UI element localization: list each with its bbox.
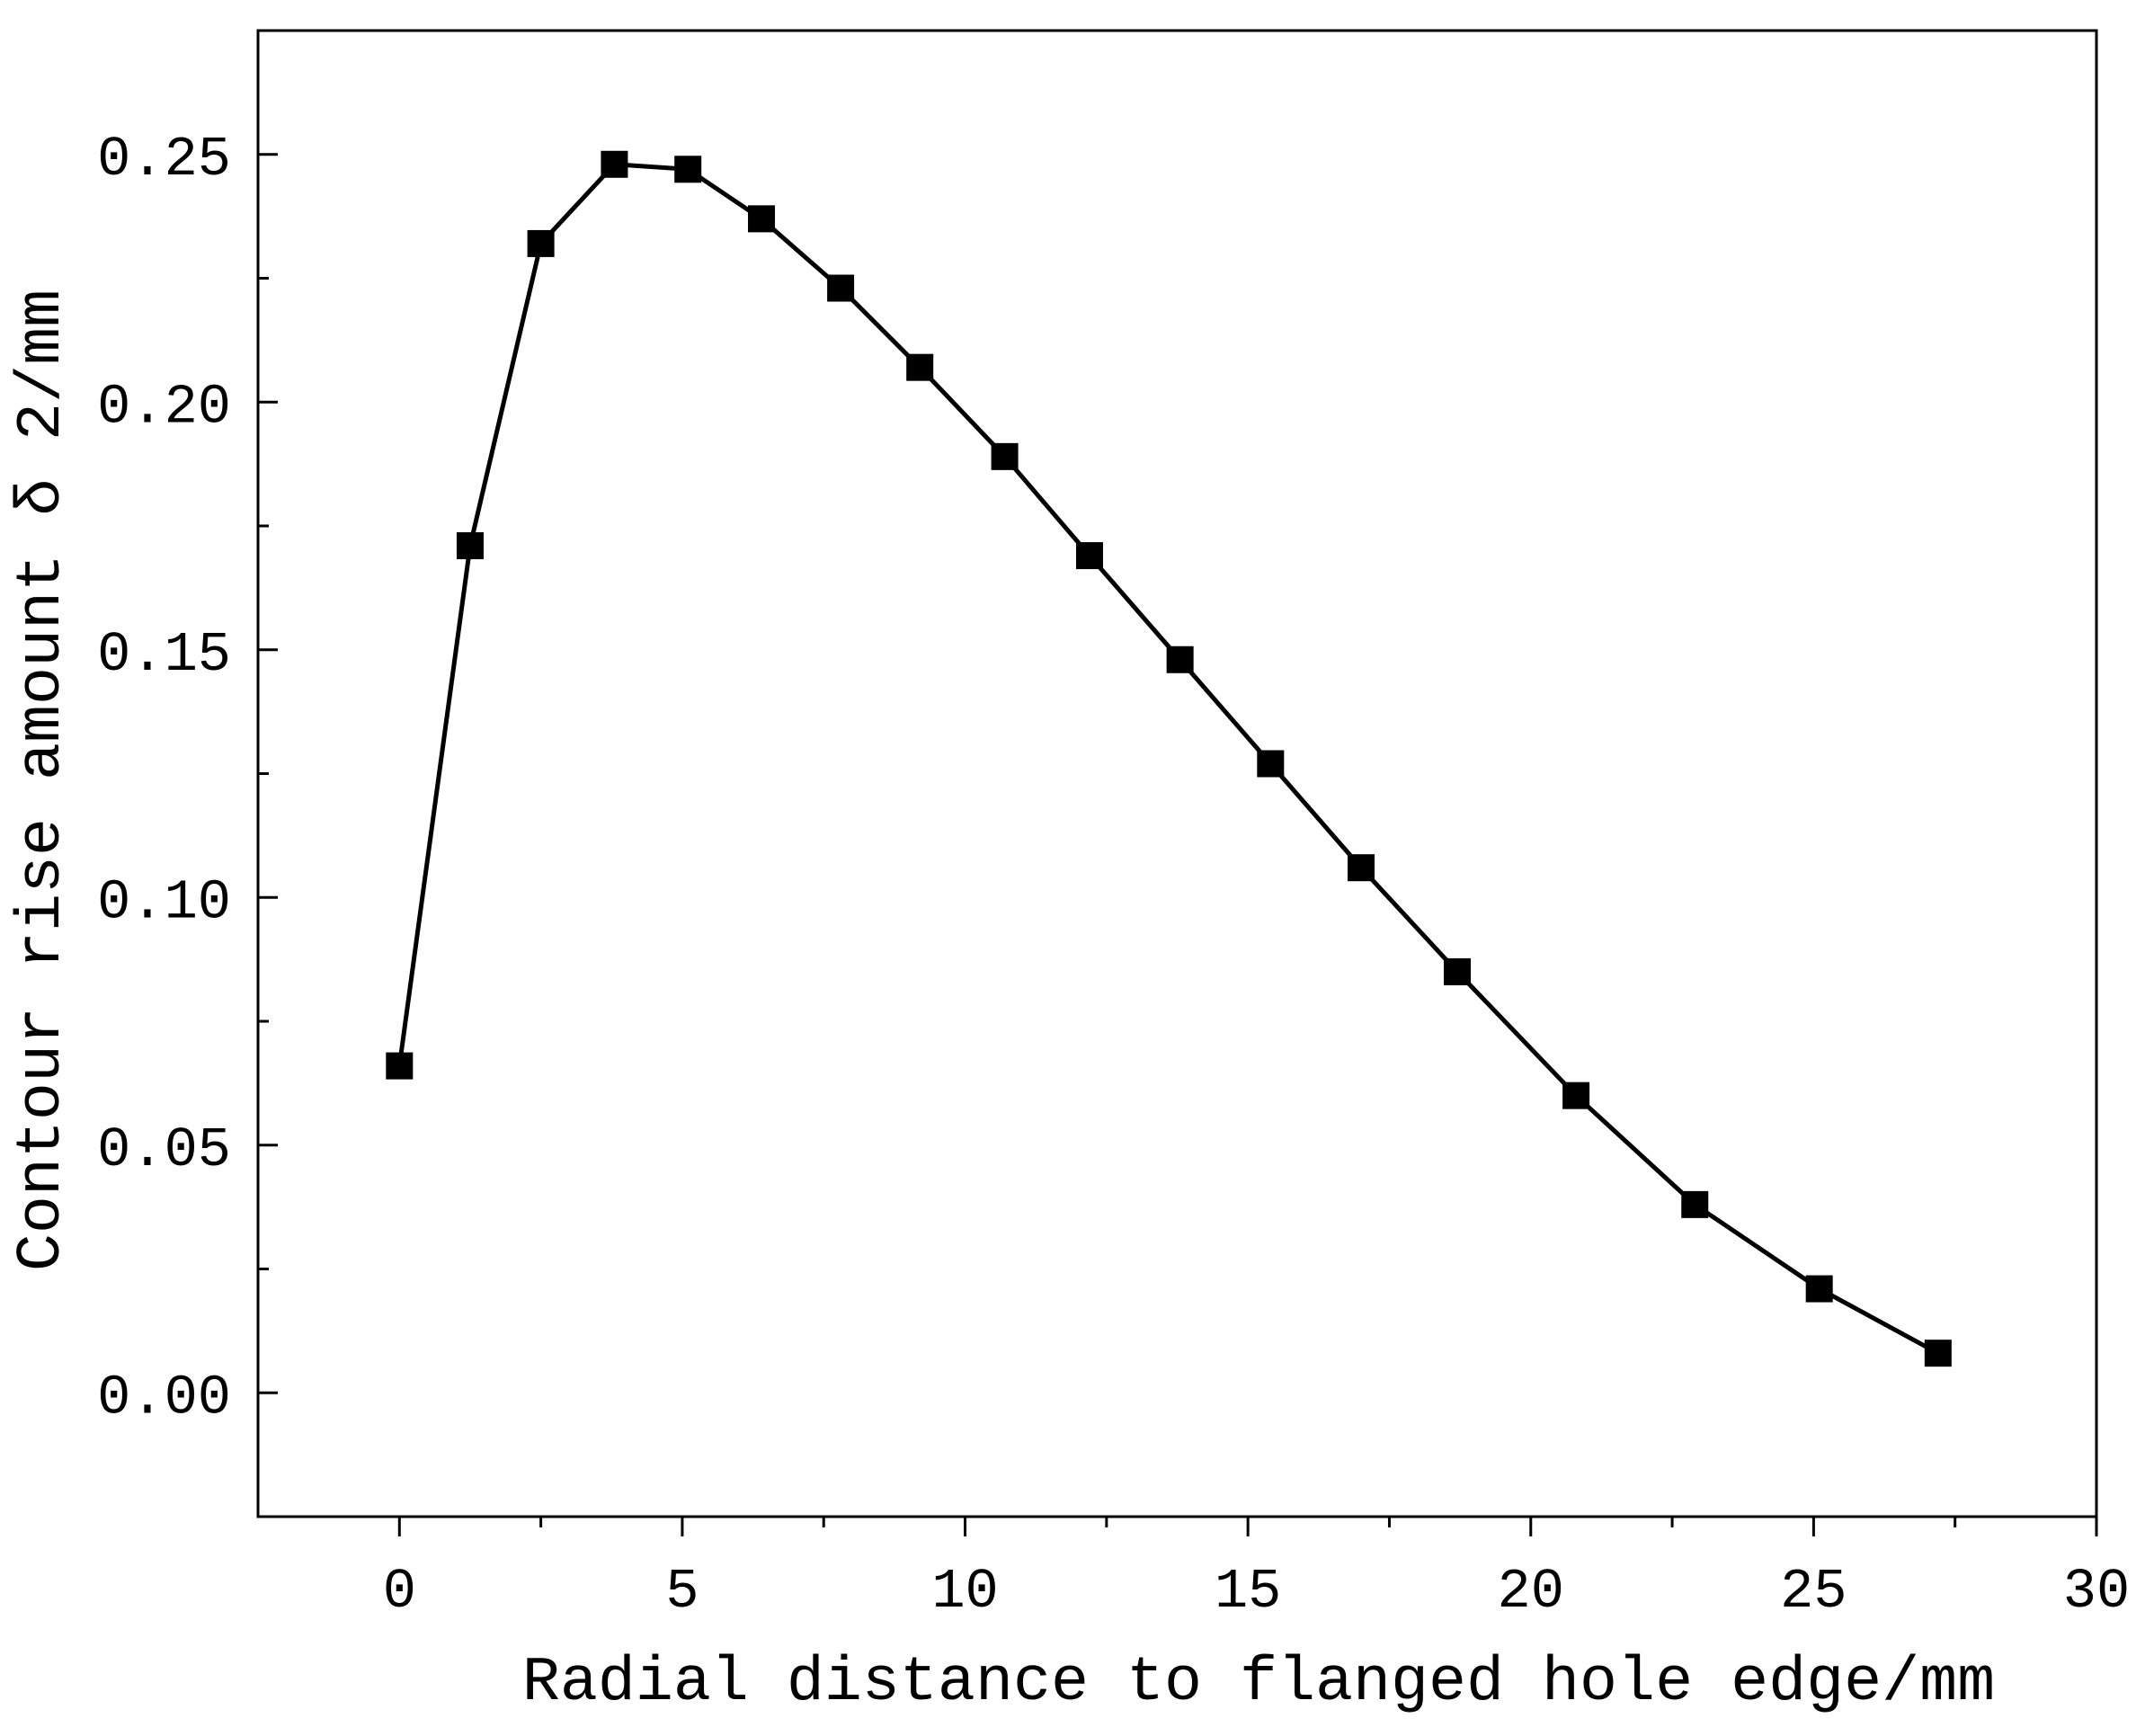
y-tick-label: 0.00 <box>97 1366 231 1429</box>
y-tick-label: 0.20 <box>97 375 231 439</box>
y-tick-label: 0.25 <box>97 128 231 191</box>
data-point-marker <box>674 156 702 183</box>
y-tick-label: 0.10 <box>97 870 231 934</box>
data-point-marker <box>1924 1340 1952 1367</box>
data-point-marker <box>991 442 1019 470</box>
x-tick-label: 30 <box>2063 1560 2130 1624</box>
data-point-marker <box>386 1052 414 1080</box>
x-tick-label: 20 <box>1498 1560 1564 1624</box>
x-axis-ticks: 0 5 10 15 20 25 30 <box>383 1517 2130 1624</box>
x-tick-label: 25 <box>1780 1560 1847 1624</box>
data-point-marker <box>748 205 776 233</box>
data-point-marker <box>456 532 484 560</box>
series-line <box>396 162 1939 1356</box>
y-tick-label: 0.15 <box>97 623 231 687</box>
data-point-marker <box>1562 1082 1590 1109</box>
data-series <box>386 150 1952 1367</box>
x-tick-label: 10 <box>931 1560 998 1624</box>
data-point-marker <box>601 150 628 178</box>
x-tick-label: 5 <box>665 1560 699 1624</box>
data-point-marker <box>1075 542 1103 570</box>
y-axis-label: Contour rise amount δ 2/mm <box>7 289 78 1271</box>
data-point-marker <box>527 229 555 257</box>
x-tick-label: 15 <box>1215 1560 1281 1624</box>
data-point-marker <box>1443 957 1471 985</box>
data-point-marker <box>1257 750 1285 778</box>
data-point-marker <box>1166 645 1194 673</box>
data-point-marker <box>906 353 934 381</box>
data-point-marker <box>1681 1190 1709 1218</box>
data-point-marker <box>827 274 855 302</box>
x-axis-label: Radial distance to flanged hole edge/mm <box>522 1648 1995 1719</box>
x-tick-label: 0 <box>383 1560 416 1624</box>
y-tick-label: 0.05 <box>97 1118 231 1182</box>
y-axis-ticks: 0.00 0.05 0.10 0.15 0.20 0.25 <box>97 128 278 1429</box>
data-point-marker <box>1805 1275 1833 1303</box>
data-point-marker <box>1348 854 1375 882</box>
